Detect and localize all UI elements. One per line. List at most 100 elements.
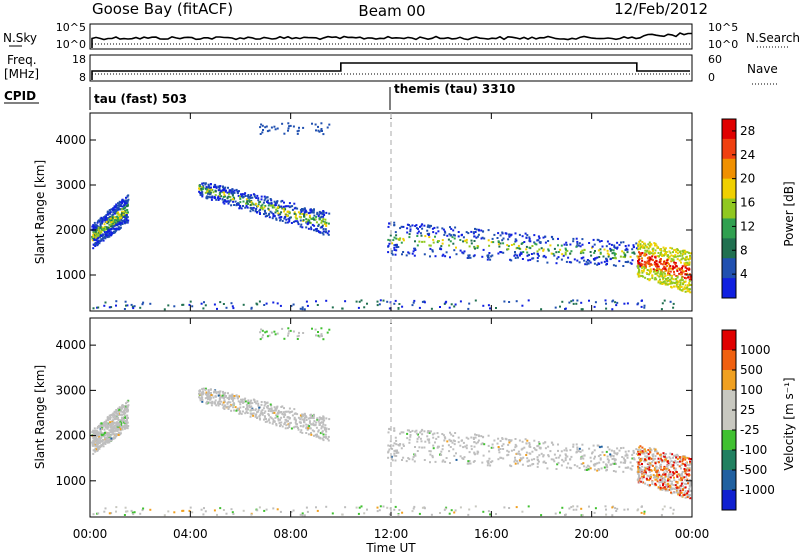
range-gate-cell [664,468,667,471]
range-gate-cell [651,259,654,262]
range-gate-cell [508,439,511,441]
range-gate-cell [207,188,210,191]
range-gate-cell [228,192,230,195]
range-gate-cell [104,439,107,442]
range-gate-cell [653,484,656,487]
range-gate-cell [462,240,465,243]
range-gate-cell [549,450,552,453]
range-gate-cell [423,253,426,256]
range-gate-cell [239,201,242,204]
range-gate-cell [428,236,431,239]
range-gate-cell [675,489,678,492]
range-gate-cell [645,477,648,480]
range-gate-cell [468,460,471,462]
range-gate-cell [637,462,640,465]
range-gate-cell [266,406,269,409]
range-gate-cell [453,249,456,252]
range-gate-cell [120,218,123,221]
colorbar-swatch [722,450,736,471]
range-gate-cell [106,419,109,421]
range-gate-cell [226,191,229,194]
range-gate-cell [287,205,290,208]
range-gate-cell [591,452,593,455]
range-gate-cell [213,186,215,189]
range-gate-cell [486,460,489,463]
range-gate-cell [104,217,107,220]
range-gate-cell [470,242,473,245]
range-gate-cell [620,241,622,244]
range-gate-cell [411,429,414,432]
range-gate-cell [596,469,599,472]
range-gate-cell [389,440,392,443]
range-gate-cell [93,225,96,228]
range-gate-cell [669,470,672,473]
range-gate-cell [567,256,570,259]
range-gate-cell [201,191,204,194]
range-gate-cell [254,210,257,213]
range-gate-cell [280,416,283,419]
range-gate-cell [663,254,665,257]
range-gate-cell [218,398,221,401]
range-gate-cell [428,430,431,433]
range-gate-cell [284,208,287,211]
range-gate-cell [363,512,366,515]
range-gate-cell [310,423,313,426]
range-gate-cell [639,445,642,448]
freq-left-tick-top: 18 [72,53,86,66]
range-gate-cell [488,457,491,460]
range-gate-cell [232,403,234,406]
range-gate-cell [248,200,251,203]
range-gate-cell [421,240,424,243]
range-gate-cell [98,426,101,429]
range-gate-cell [637,452,640,455]
range-gate-cell [123,200,126,203]
range-gate-cell [666,489,669,492]
range-gate-cell [441,460,444,463]
range-gate-cell [643,267,646,270]
range-gate-cell [649,258,652,261]
range-gate-cell [651,461,654,464]
range-gate-cell [671,259,674,262]
range-gate-cell [498,451,501,454]
range-gate-cell [461,439,463,442]
colorbar-swatch [722,350,736,371]
range-gate-cell [355,300,358,303]
range-gate-cell [317,225,320,227]
range-gate-cell [232,513,235,515]
range-gate-cell [260,204,263,207]
range-gate-cell [126,205,129,207]
range-gate-cell [245,407,247,410]
range-gate-cell [681,271,684,274]
range-gate-cell [378,509,381,512]
range-gate-cell [93,431,96,433]
range-gate-cell [206,391,209,394]
range-gate-cell [277,213,280,216]
range-gate-cell [301,208,303,210]
range-gate-cell [662,486,665,489]
range-gate-cell [664,269,667,272]
range-gate-cell [564,459,567,462]
range-gate-cell [300,416,303,419]
range-gate-cell [227,202,230,205]
range-gate-cell [522,456,525,459]
range-gate-cell [645,253,648,256]
range-gate-cell [639,448,642,451]
range-gate-cell [563,449,566,452]
range-gate-cell [669,274,672,277]
range-gate-cell [276,210,279,212]
range-gate-cell [644,455,647,458]
range-gate-cell [214,395,217,398]
range-gate-cell [284,427,287,430]
range-gate-cell [101,220,104,223]
range-gate-cell [516,246,519,249]
range-gate-cell [546,467,549,470]
range-gate-cell [538,237,541,240]
range-gate-cell [191,511,194,514]
range-gate-cell [659,278,661,281]
range-gate-cell [238,207,241,210]
range-gate-cell [223,195,226,198]
range-gate-cell [641,457,644,460]
range-gate-cell [318,130,321,133]
range-gate-cell [461,233,463,236]
range-gate-cell [676,282,679,285]
